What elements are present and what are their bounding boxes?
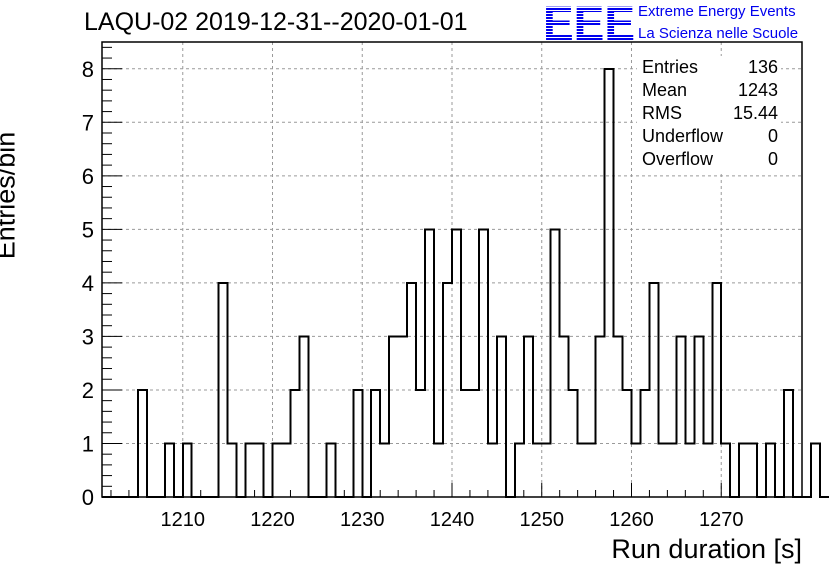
stats-row-entries: Entries 136 <box>637 56 781 79</box>
y-tick-label: 8 <box>82 57 94 82</box>
y-tick-label: 5 <box>82 217 94 242</box>
stats-key: Entries <box>642 57 699 77</box>
stats-value: 15.44 <box>732 103 778 123</box>
y-axis-label-wrap: Entries/bin <box>0 132 46 260</box>
stats-value: 1243 <box>737 80 778 100</box>
x-tick-label: 1260 <box>609 509 654 531</box>
y-tick-label: 4 <box>82 271 94 296</box>
stats-value: 0 <box>767 126 778 146</box>
y-tick-label: 0 <box>82 485 94 510</box>
histogram-line <box>102 67 829 498</box>
logo-caption-line1: Extreme Energy Events <box>638 3 796 20</box>
stats-key: RMS <box>642 103 682 123</box>
x-tick-label: 1270 <box>699 509 744 531</box>
x-axis-label: Run duration [s] <box>611 534 802 564</box>
x-tick-label: 1250 <box>519 509 564 531</box>
statistics-box: Entries 136 Mean 1243 RMS 15.44 Underflow 0 … <box>637 56 781 171</box>
x-tick-label: 1210 <box>161 509 206 531</box>
y-tick-label: 1 <box>82 431 94 456</box>
stats-key: Mean <box>642 80 688 100</box>
stats-key: Overflow <box>642 149 714 169</box>
ticks <box>102 46 794 498</box>
stats-row-mean: Mean 1243 <box>637 79 781 102</box>
chart-title: LAQU-02 2019-12-31--2020-01-01 <box>84 8 468 36</box>
eee-logo: EEE <box>543 2 635 42</box>
x-tick-label: 1220 <box>250 509 295 531</box>
y-tick-label: 7 <box>82 110 94 135</box>
stats-value: 0 <box>767 149 778 169</box>
stats-key: Underflow <box>642 126 724 146</box>
y-tick-label: 6 <box>82 164 94 189</box>
y-axis-label: Entries/bin <box>0 131 21 260</box>
x-tick-label: 1240 <box>430 509 475 531</box>
tick-labels: 1210 1220 1230 1240 1250 1260 1270 0 1 2 3 4 5 6 7 8 <box>82 57 744 531</box>
histogram-series <box>102 67 829 498</box>
stats-row-underflow: Underflow 0 <box>637 125 781 148</box>
stats-value: 136 <box>747 57 778 77</box>
logo-caption-line2: La Scienza nelle Scuole <box>638 25 799 42</box>
stats-row-overflow: Overflow 0 <box>637 148 781 171</box>
x-tick-label: 1230 <box>340 509 385 531</box>
eee-logo-text: EEE <box>543 2 635 42</box>
y-tick-label: 3 <box>82 324 94 349</box>
stats-row-rms: RMS 15.44 <box>637 102 781 125</box>
y-tick-label: 2 <box>82 378 94 403</box>
